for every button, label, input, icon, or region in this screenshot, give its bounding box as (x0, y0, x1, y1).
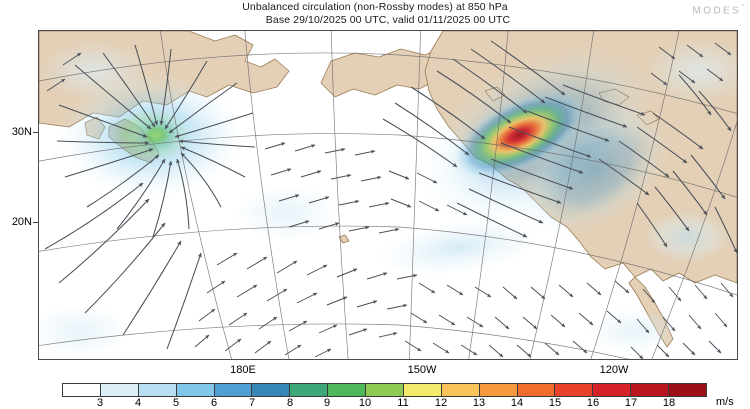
speed-patch-alaska-core (452, 91, 586, 179)
title-line-2: Base 29/10/2025 00 UTC, valid 01/11/2025… (265, 13, 511, 26)
graticule-lon-120w (651, 120, 737, 359)
colorbar-band (290, 384, 329, 396)
colorbar-band (328, 384, 366, 396)
colorbar-band (138, 384, 177, 396)
modes-logo: MODES° (693, 4, 744, 16)
colorbar-tick: 10 (358, 397, 372, 409)
colorbar-unit-label: m/s (716, 396, 734, 408)
colorbar-ticks: 3 4 5 6 7 8 9 10 11 12 13 14 15 16 17 18 (0, 397, 750, 409)
colorbar-band (176, 384, 215, 396)
map-plot-area (38, 30, 738, 360)
colorbar-tick: 13 (472, 397, 486, 409)
colorbar-tick: 18 (662, 397, 676, 409)
colorbar-tick: 12 (434, 397, 448, 409)
speed-patch-baja (643, 211, 731, 263)
graticule-lon-140w (529, 31, 594, 359)
colorbar-band (366, 384, 404, 396)
colorbar-tick: 9 (323, 397, 331, 409)
speed-patch-south-mexico (589, 309, 681, 353)
figure-title: Unbalanced circulation (non-Rossby modes… (0, 1, 750, 26)
colorbar-tick: 8 (286, 397, 294, 409)
graticule-lon-170e (160, 31, 232, 359)
graticule-lon-180e (244, 31, 290, 359)
ytick-30n (33, 132, 39, 133)
colorbar-band (100, 384, 139, 396)
xlabel-180e: 180E (230, 364, 256, 376)
graticule-lon-160w (409, 31, 421, 359)
colorbar-band (214, 384, 253, 396)
map-svg (39, 31, 737, 359)
colorbar-band (252, 384, 291, 396)
title-line-1: Unbalanced circulation (non-Rossby modes… (242, 1, 508, 13)
colorbar-band (555, 384, 594, 396)
colorbar-band (631, 384, 669, 396)
colorbar-tick: 15 (548, 397, 562, 409)
speed-patch-east-asia-core (123, 109, 191, 161)
ytick-20n (33, 222, 39, 223)
colorbar-band (517, 384, 556, 396)
colorbar-band (441, 384, 480, 396)
colorbar-tick: 7 (248, 397, 256, 409)
colorbar-band (403, 384, 442, 396)
speed-patch-central-pacific (235, 185, 339, 241)
colorbar-tick: 5 (172, 397, 180, 409)
colorbar (62, 383, 707, 397)
graticule-lat-10n (39, 323, 630, 359)
wind-vectors (44, 40, 737, 350)
colorbar-tick: 17 (624, 397, 638, 409)
colorbar-tick: 14 (510, 397, 524, 409)
graticule-lat-40n (39, 52, 737, 114)
modes-logo-text: MODES (692, 5, 742, 17)
colorbar-tick: 3 (96, 397, 104, 409)
graticule-lon-130w (590, 31, 680, 359)
colorbar-tick: 16 (586, 397, 600, 409)
colorbar-tick: 4 (134, 397, 142, 409)
graticule (39, 31, 737, 359)
modes-logo-mark: ° (741, 4, 744, 11)
speed-patch-southwest (39, 305, 129, 357)
colorbar-band (63, 384, 101, 396)
ylabel-30n: 30N (11, 126, 32, 138)
graticule-lat-20n (39, 225, 737, 296)
xlabel-120w: 120W (599, 364, 629, 376)
colorbar-band (593, 384, 632, 396)
colorbar-tick: 11 (397, 397, 409, 409)
colorbar-band (669, 384, 706, 396)
colorbar-band (479, 384, 518, 396)
speed-patch-northeast (645, 39, 737, 103)
wind-vector-field (46, 42, 734, 359)
land-hawaii (338, 234, 350, 244)
speed-patch-subtropical-band (379, 218, 539, 276)
ylabel-20n: 20N (11, 216, 32, 228)
colorbar-tick: 6 (210, 397, 218, 409)
xlabel-150w: 150W (407, 364, 437, 376)
graticule-lon-170w (330, 31, 349, 359)
